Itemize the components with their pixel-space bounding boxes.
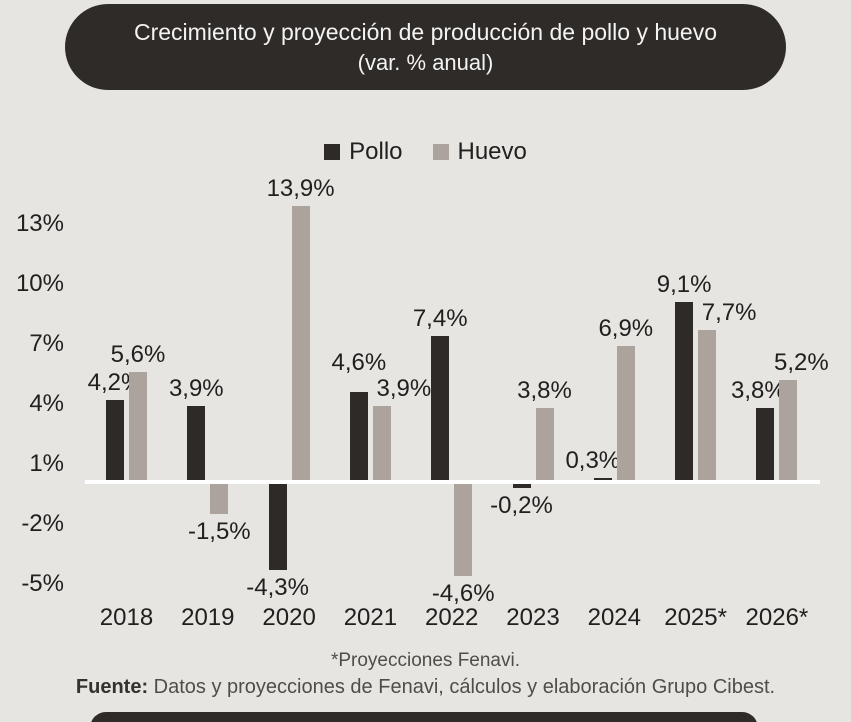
- huevo-swatch-icon: [432, 144, 449, 160]
- value-label-huevo-2026*: 5,2%: [774, 349, 829, 376]
- bar-pollo-2023: [512, 484, 531, 488]
- value-label-pollo-2022: 7,4%: [412, 305, 468, 332]
- legend-item-huevo: Huevo: [432, 138, 527, 166]
- value-label-huevo-2025*: 7,7%: [701, 299, 757, 326]
- x-axis-label-2019: 2019: [181, 604, 235, 631]
- x-axis-label-2024: 2024: [587, 604, 641, 631]
- bottom-banner-partial: [90, 712, 758, 722]
- x-axis-label-2021: 2021: [343, 604, 398, 631]
- y-axis-tick-13%: 13%: [15, 210, 64, 237]
- legend-label-pollo: Pollo: [349, 138, 403, 165]
- y-axis-tick-10%: 10%: [15, 270, 64, 297]
- legend-item-pollo: Pollo: [324, 138, 403, 166]
- chart-title-banner: Crecimiento y proyección de producción d…: [65, 4, 786, 90]
- value-label-huevo-2023: 3,8%: [517, 377, 572, 404]
- bar-huevo-2024: [616, 346, 635, 484]
- chart-title-line1: Crecimiento y proyección de producción d…: [134, 19, 717, 45]
- bar-huevo-2025*: [698, 330, 717, 484]
- x-axis-label-2022: 2022: [424, 604, 479, 631]
- bar-pollo-2025*: [675, 302, 694, 484]
- value-label-huevo-2018: 5,6%: [110, 341, 166, 368]
- x-axis-label-2025*: 2025*: [664, 604, 727, 631]
- pollo-swatch-icon: [324, 144, 341, 160]
- legend-label-huevo: Huevo: [457, 138, 527, 165]
- chart-title-line2: (var. % anual): [357, 50, 494, 75]
- value-label-pollo-2019: 3,9%: [168, 375, 224, 402]
- x-axis-label-2018: 2018: [99, 604, 154, 631]
- value-label-pollo-2025*: 9,1%: [656, 271, 712, 298]
- y-axis-tick-1%: 1%: [29, 450, 64, 477]
- bar-pollo-2021: [349, 392, 368, 484]
- bar-pollo-2019: [187, 406, 206, 484]
- y-axis-tick-7%: 7%: [29, 330, 64, 357]
- source-prefix: Fuente:: [75, 676, 149, 698]
- value-label-pollo-2026*: 3,8%: [731, 377, 786, 404]
- value-label-huevo-2020: 13,9%: [266, 175, 335, 202]
- y-axis-tick--5%: -5%: [21, 570, 64, 597]
- value-label-huevo-2022: -4,6%: [431, 580, 495, 607]
- value-label-pollo-2020: -4,3%: [246, 574, 309, 601]
- bar-pollo-2022: [431, 336, 450, 484]
- bar-huevo-2019: [210, 484, 229, 514]
- bar-pollo-2018: [106, 400, 124, 484]
- x-axis-label-2026*: 2026*: [745, 604, 809, 631]
- bar-huevo-2020: [291, 206, 310, 484]
- bar-pollo-2020: [268, 484, 287, 570]
- zero-axis-line: [85, 480, 820, 484]
- legend: Pollo Huevo: [0, 138, 851, 166]
- value-label-huevo-2021: 3,9%: [376, 375, 432, 402]
- bar-huevo-2018: [129, 372, 147, 484]
- bar-pollo-2026*: [756, 408, 775, 484]
- value-label-huevo-2019: -1,5%: [187, 518, 251, 545]
- bar-huevo-2023: [535, 408, 554, 484]
- x-axis-label-2020: 2020: [262, 604, 316, 631]
- bar-huevo-2026*: [779, 380, 798, 484]
- value-label-pollo-2024: 0,3%: [565, 447, 621, 474]
- value-label-pollo-2021: 4,6%: [331, 349, 387, 376]
- y-axis-tick--2%: -2%: [21, 510, 64, 537]
- source-line: Fuente: Datos y proyecciones de Fenavi, …: [0, 676, 851, 699]
- y-axis-tick-4%: 4%: [29, 390, 64, 417]
- bar-huevo-2021: [372, 406, 391, 484]
- value-label-huevo-2024: 6,9%: [598, 315, 654, 342]
- source-text: Datos y proyecciones de Fenavi, cálculos…: [148, 676, 776, 698]
- bar-huevo-2022: [454, 484, 473, 576]
- chart-footnote: *Proyecciones Fenavi.: [330, 650, 521, 671]
- value-label-pollo-2023: -0,2%: [490, 492, 553, 519]
- x-axis-label-2023: 2023: [506, 604, 560, 631]
